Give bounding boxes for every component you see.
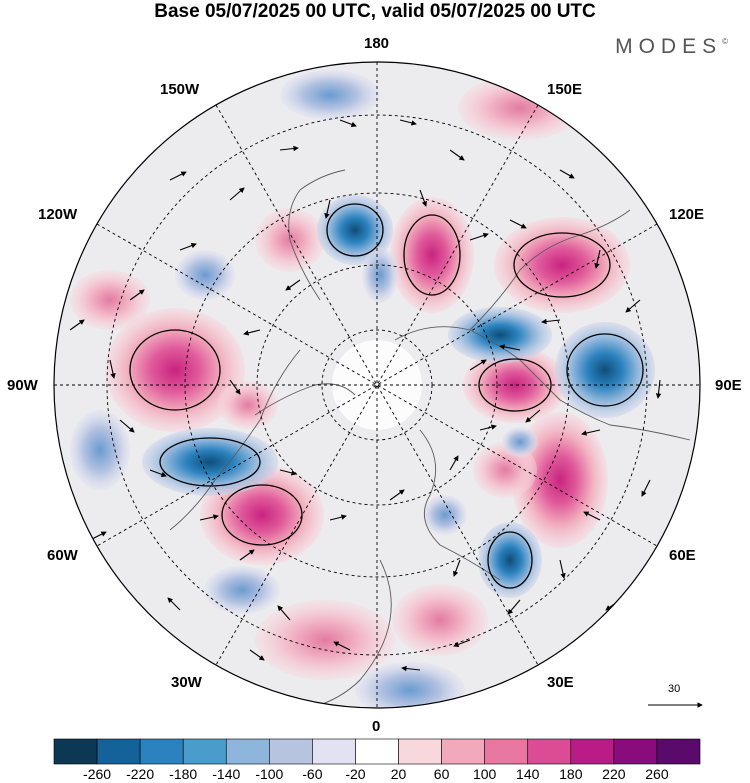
colorbar-tick-label: 260 [645, 766, 669, 782]
colorbar-swatch [53, 738, 98, 765]
high-anomaly-east-atlantic [255, 600, 395, 680]
low-anomaly-south [355, 662, 465, 708]
lon-label-30e: 30E [547, 674, 574, 691]
high-anomaly-north-america-west [105, 308, 245, 432]
colorbar-swatch [484, 738, 529, 765]
colorbar-swatch [441, 738, 485, 765]
colorbar-tick-label: 140 [516, 766, 540, 782]
colorbar-tick-label: 220 [602, 766, 626, 782]
map-border [53, 61, 701, 709]
lon-label-60e: 60E [669, 547, 696, 564]
colorbar-tick-label: -100 [255, 766, 284, 782]
brand-logo: MODES© [615, 35, 728, 59]
colorbar-swatch [656, 738, 701, 765]
map-title: Base 05/07/2025 00 UTC, valid 05/07/2025… [154, 1, 596, 22]
colorbar-swatch [312, 738, 356, 765]
lon-label-180: 180 [364, 35, 390, 52]
colorbar-tick-label: 20 [390, 766, 407, 782]
low-anomaly-west-coast [70, 410, 130, 490]
wind-scale-label: 30 [668, 683, 681, 695]
low-anomaly-greenland [204, 566, 280, 614]
colorbar-tick-label: -220 [126, 766, 155, 782]
colorbar-swatch [182, 738, 227, 765]
low-anomaly-bering [317, 195, 393, 265]
colorbar-swatch [96, 738, 141, 765]
lon-label-30w: 30W [171, 674, 202, 691]
high-anomaly-west [70, 270, 150, 330]
colorbar-tick-label: -20 [345, 766, 366, 782]
colorbar-swatch [398, 738, 442, 765]
colorbar [53, 738, 701, 765]
colorbar-swatch [527, 738, 572, 765]
low-anomaly-central-asia [448, 307, 552, 363]
high-anomaly-pacific [494, 217, 630, 313]
coastlines [169, 169, 691, 708]
brand-mark: © [722, 37, 728, 46]
low-anomaly-north-pacific [280, 70, 380, 120]
low-anomaly-east-asia [555, 322, 655, 418]
colorbar-labels: -260 -220 -180 -140 -100 -60 -20 20 60 100 140 180 2… [0, 766, 750, 783]
high-anomaly-africa [392, 584, 488, 656]
low-anomaly-alaska [175, 250, 235, 300]
low-anomaly-arctic-east [362, 247, 398, 303]
colorbar-swatch [225, 738, 270, 765]
lon-label-60w: 60W [47, 547, 78, 564]
lon-label-150e: 150E [547, 81, 583, 98]
high-anomaly-central-asia [463, 347, 567, 423]
colorbar-swatch [613, 738, 658, 765]
colorbar-swatch [269, 738, 313, 765]
colorbar-swatch [570, 738, 615, 765]
colorbar-tick-label: -60 [302, 766, 323, 782]
colorbar-tick-label: 180 [559, 766, 583, 782]
low-anomaly-mediterranean [423, 495, 467, 535]
colorbar-tick-label: -140 [212, 766, 241, 782]
colorbar-tick-label: 100 [472, 766, 497, 782]
lon-label-0: 0 [372, 718, 381, 735]
low-anomaly-tibet [502, 427, 538, 457]
high-anomaly-arctic [218, 381, 278, 429]
graticule [54, 62, 700, 708]
wind-vectors [69, 119, 662, 672]
colorbar-swatch [139, 738, 184, 765]
lon-label-90w: 90W [7, 377, 38, 394]
colorbar-tick-label: 60 [433, 766, 450, 782]
colorbar-tick-label: -260 [83, 766, 112, 782]
lon-label-90e: 90E [715, 377, 742, 394]
brand-name: MODES [615, 35, 723, 58]
lon-label-120w: 120W [38, 206, 78, 223]
north-pole-area [332, 340, 422, 430]
colorbar-tick-label: -180 [169, 766, 198, 782]
lon-label-150w: 150W [160, 81, 200, 98]
lon-label-120e: 120E [669, 206, 705, 223]
high-anomaly-siberia [390, 197, 474, 313]
colorbar-swatch [355, 738, 399, 765]
circulation-contours [129, 203, 644, 589]
